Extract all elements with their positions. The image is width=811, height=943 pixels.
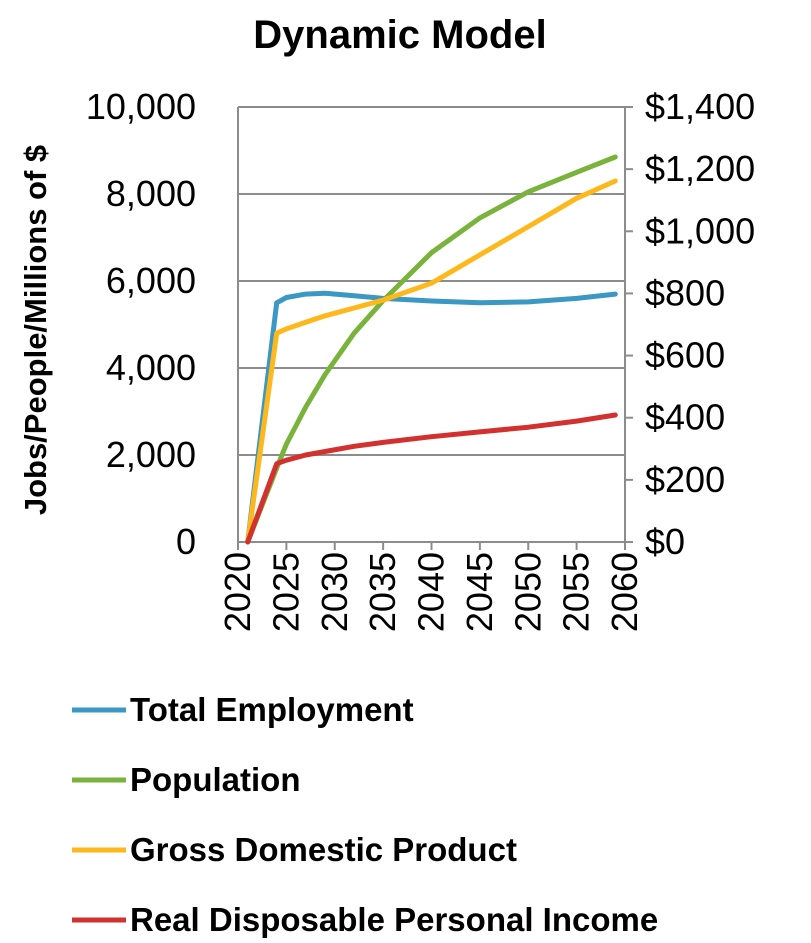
legend: Total Employment Population Gross Domestic…	[72, 691, 658, 938]
y-tick-label: 10,000	[86, 86, 196, 127]
y2-tick-label: $1,200	[645, 148, 755, 189]
chart-title: Dynamic Model	[253, 13, 546, 57]
y2-tick-label: $0	[645, 521, 685, 562]
series-line-2	[245, 154, 618, 545]
series-line-1	[245, 290, 618, 545]
y-tick-label: 4,000	[106, 347, 196, 388]
x-tick-label: 2025	[265, 552, 306, 632]
y2-tick-label: $1,000	[645, 210, 755, 251]
y-tick-label: 6,000	[106, 260, 196, 301]
x-tick-label: 2055	[556, 552, 597, 632]
x-tick-label: 2050	[507, 552, 548, 632]
legend-label: Total Employment	[130, 691, 414, 728]
y-axis-label: Jobs/People/Millions of $	[18, 145, 53, 515]
series-lines	[245, 154, 618, 545]
axes	[237, 106, 633, 550]
x-tick-label: 2020	[217, 552, 258, 632]
y2-tick-label: $1,400	[645, 86, 755, 127]
y2-tick-label: $600	[645, 335, 725, 376]
y-tick-label: 2,000	[106, 434, 196, 475]
tick-labels: 0 2,000 4,000 6,000 8,000 10,000 $0 $200 $400 $60…	[86, 86, 755, 632]
y-tick-label: 0	[176, 521, 196, 562]
legend-label: Real Disposable Personal Income	[130, 901, 658, 938]
x-tick-label: 2060	[604, 552, 645, 632]
series-line-4	[245, 412, 618, 545]
legend-label: Population	[130, 761, 300, 798]
x-tick-label: 2040	[411, 552, 452, 632]
series-line-3	[245, 178, 618, 545]
y2-tick-label: $200	[645, 459, 725, 500]
y2-tick-label: $400	[645, 397, 725, 438]
x-tick-label: 2035	[362, 552, 403, 632]
y-tick-label: 8,000	[106, 173, 196, 214]
x-tick-label: 2045	[459, 552, 500, 632]
y2-tick-label: $800	[645, 272, 725, 313]
x-tick-label: 2030	[314, 552, 355, 632]
legend-label: Gross Domestic Product	[130, 831, 517, 868]
